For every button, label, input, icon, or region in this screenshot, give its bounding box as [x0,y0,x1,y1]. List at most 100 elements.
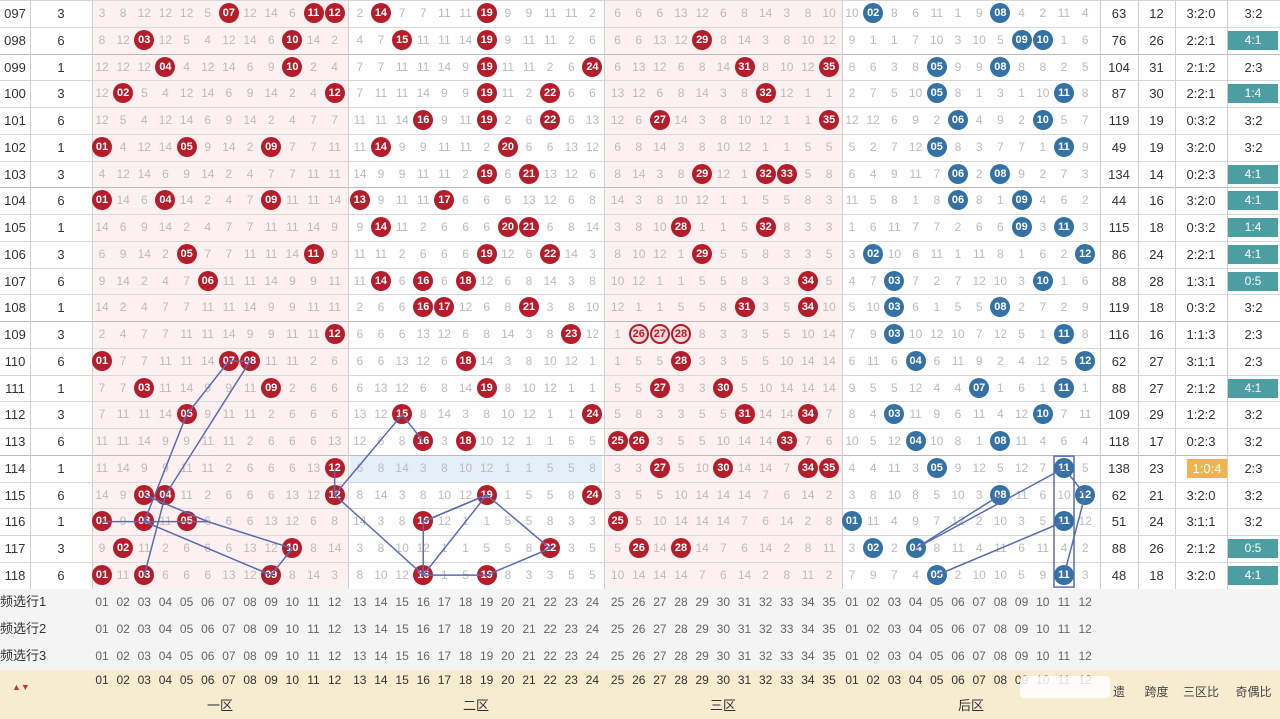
select-back-number[interactable]: 02 [866,649,880,663]
back-ball[interactable]: 10 [1032,30,1053,50]
select-front-number[interactable]: 20 [501,622,515,636]
back-ball[interactable]: 11 [1054,511,1074,531]
select-front-number[interactable]: 31 [737,595,752,609]
select-front-number[interactable]: 14 [374,649,388,663]
select-back-number[interactable]: 04 [908,622,923,636]
select-back-number[interactable]: 05 [930,622,944,636]
select-front-number[interactable]: 07 [222,649,236,663]
front-ball[interactable]: 29 [692,30,713,50]
front-ball[interactable]: 15 [392,30,413,50]
select-front-number[interactable]: 25 [610,595,625,609]
select-front-number[interactable]: 25 [610,649,625,663]
select-front-number[interactable]: 31 [737,622,752,636]
front-ball[interactable]: 18 [455,271,476,291]
front-ball[interactable]: 19 [476,57,497,77]
front-ball[interactable]: 08 [240,351,261,371]
front-ball[interactable]: 06 [197,271,218,291]
select-front-number[interactable]: 24 [585,622,600,636]
select-front-number[interactable]: 01 [95,595,109,609]
select-front-number[interactable]: 19 [480,595,494,609]
select-front-number[interactable]: 17 [437,622,452,636]
front-ball[interactable]: 16 [413,271,434,291]
select-front-number[interactable]: 34 [801,622,815,636]
select-front-number[interactable]: 11 [307,595,320,609]
select-back-number[interactable]: 08 [993,649,1008,663]
select-front-number[interactable]: 15 [395,622,409,636]
select-front-number[interactable]: 34 [801,595,815,609]
select-back-number[interactable]: 03 [887,622,902,636]
back-ball[interactable]: 12 [1075,244,1096,264]
front-ball[interactable]: 03 [134,30,155,50]
back-ball[interactable]: 05 [926,565,947,585]
footer-tool-t1[interactable]: 遗 [1112,685,1125,699]
select-back-number[interactable]: 01 [845,622,859,636]
select-back-number[interactable]: 02 [866,622,880,636]
select-back-number[interactable]: 06 [951,649,965,663]
select-back-number[interactable]: 09 [1014,595,1029,609]
front-ball[interactable]: 19 [476,30,497,50]
footer-tool-t3[interactable]: 三区比 [1182,685,1219,699]
sort-icon[interactable]: ▲▼ [12,682,30,692]
select-front-number[interactable]: 13 [353,595,367,609]
select-front-number[interactable]: 33 [780,595,794,609]
select-front-number[interactable]: 16 [416,622,430,636]
back-ball[interactable]: 11 [1054,458,1074,478]
front-ball[interactable]: 24 [582,485,603,505]
back-ball[interactable]: 11 [1054,83,1074,103]
front-ball[interactable]: 18 [455,351,476,371]
front-ball[interactable]: 27 [649,458,670,478]
select-front-number[interactable]: 33 [780,649,794,663]
front-ball[interactable]: 19 [476,164,497,184]
front-ball[interactable]: 20 [497,217,518,237]
front-ball[interactable]: 10 [282,30,303,50]
front-ball[interactable]: 25 [607,431,628,451]
select-front-number[interactable]: 04 [158,649,173,663]
back-ball[interactable]: 09 [1011,217,1032,237]
select-front-number[interactable]: 06 [201,622,215,636]
select-back-number[interactable]: 04 [908,595,923,609]
back-ball[interactable]: 03 [884,324,905,344]
back-ball[interactable]: 08 [990,164,1011,184]
front-ball[interactable]: 27 [649,110,670,130]
select-back-number[interactable]: 07 [972,622,986,636]
back-ball[interactable]: 01 [842,511,862,531]
select-front-number[interactable]: 10 [285,649,300,663]
front-ball[interactable]: 26 [628,431,649,451]
front-ball[interactable]: 14 [370,271,391,291]
select-front-number[interactable]: 19 [480,649,494,663]
select-front-number[interactable]: 28 [674,649,688,663]
back-ball[interactable]: 09 [1011,190,1032,210]
select-back-number[interactable]: 10 [1036,622,1050,636]
front-ball[interactable]: 19 [476,110,497,130]
select-front-number[interactable]: 18 [458,622,473,636]
select-front-number[interactable]: 07 [222,622,236,636]
back-ball[interactable]: 08 [990,57,1011,77]
front-ball[interactable]: 14 [370,3,391,23]
select-front-number[interactable]: 16 [416,649,430,663]
select-front-number[interactable]: 29 [695,649,709,663]
select-front-number[interactable]: 21 [522,622,536,636]
back-ball[interactable]: 06 [948,110,968,130]
front-ball[interactable]: 33 [776,431,797,451]
front-ball[interactable]: 22 [540,83,561,103]
front-ball[interactable]: 21 [519,164,539,184]
front-ball[interactable]: 24 [582,404,603,424]
select-front-number[interactable]: 18 [458,595,473,609]
back-ball[interactable]: 07 [969,378,990,398]
front-ball[interactable]: 07 [218,351,239,371]
select-front-number[interactable]: 11 [307,649,320,663]
front-ball[interactable]: 19 [476,485,497,505]
front-ball[interactable]: 21 [519,297,539,317]
front-ball[interactable]: 02 [113,538,134,558]
front-ball[interactable]: 11 [303,244,324,264]
select-front-number[interactable]: 13 [353,649,367,663]
front-ball[interactable]: 35 [819,458,840,478]
select-front-number[interactable]: 20 [501,649,515,663]
select-front-number[interactable]: 10 [285,622,300,636]
select-back-number[interactable]: 10 [1036,595,1050,609]
front-ball[interactable]: 29 [692,164,713,184]
select-front-number[interactable]: 32 [758,622,773,636]
back-ball[interactable]: 11 [1054,378,1074,398]
select-front-number[interactable]: 34 [801,649,815,663]
front-ball[interactable]: 01 [92,511,112,531]
